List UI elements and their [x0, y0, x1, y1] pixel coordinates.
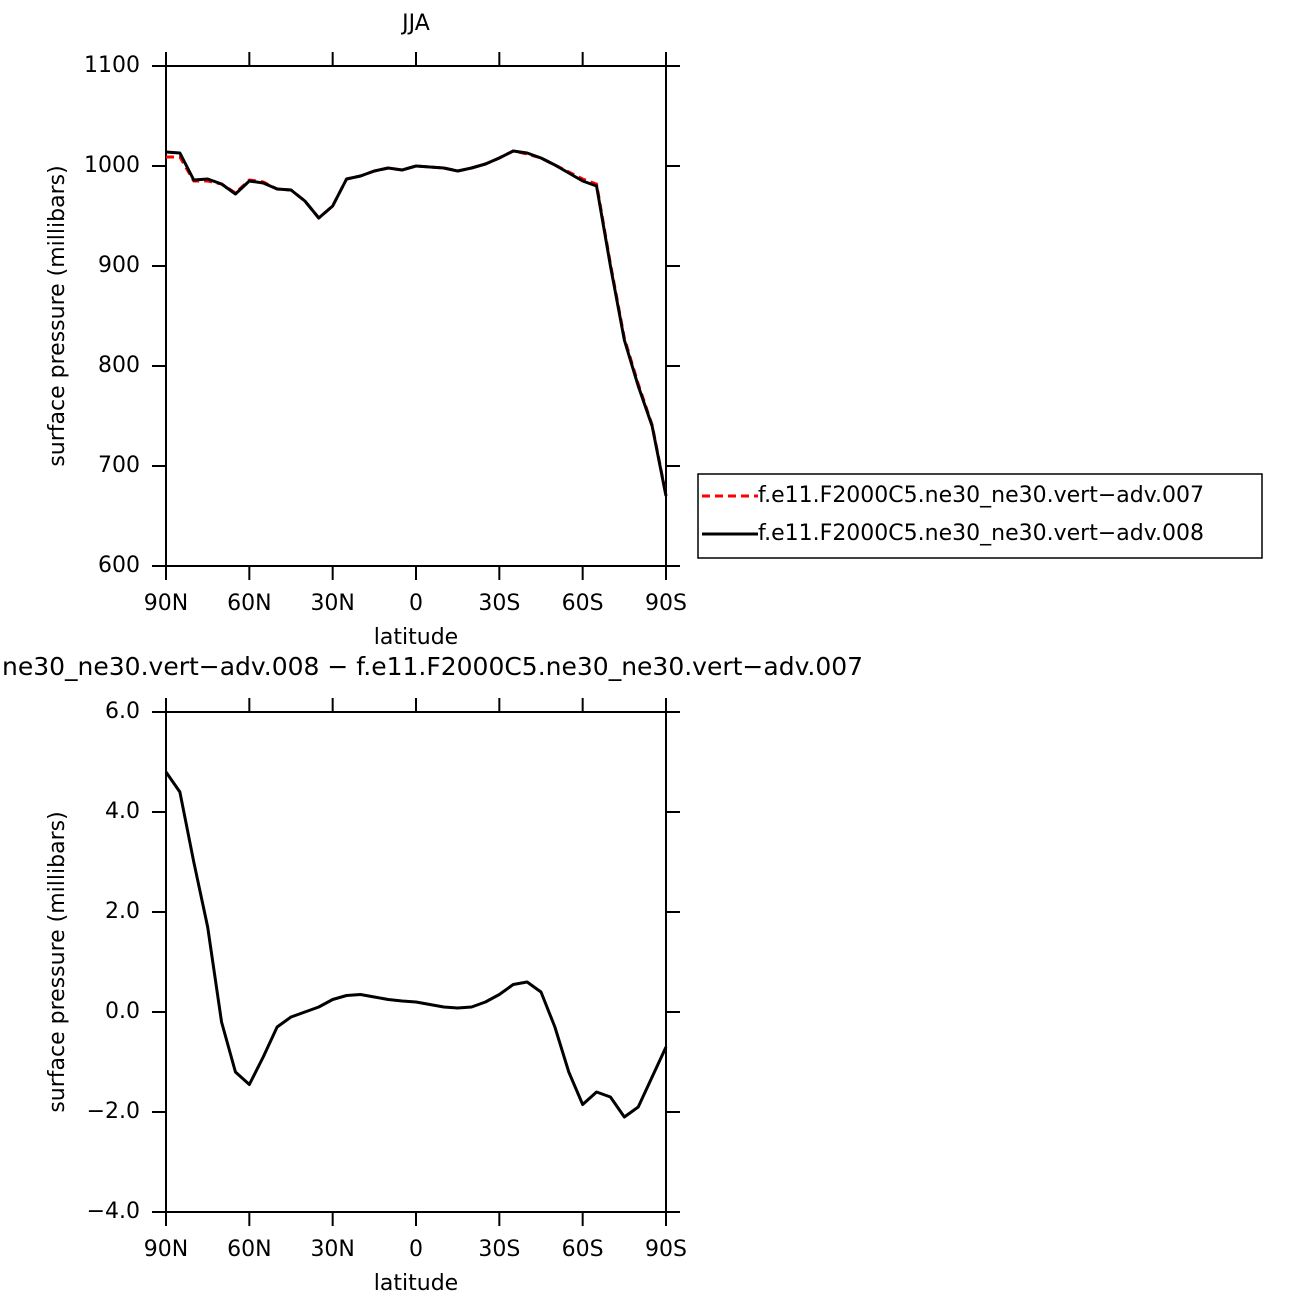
data-line	[164, 771, 668, 1119]
chart-title: JJA	[400, 11, 430, 36]
x-tick-label: 30S	[478, 591, 520, 616]
x-tick-label: 0	[409, 1237, 423, 1262]
x-tick-label: 90S	[645, 591, 687, 616]
y-tick-label: 700	[98, 453, 140, 478]
y-tick-label: 6.0	[105, 699, 140, 724]
legend-label: f.e11.F2000C5.ne30_ne30.vert−adv.008	[758, 521, 1204, 546]
x-tick-label: 90N	[144, 591, 188, 616]
chart-title: ne30_ne30.vert−adv.008 − f.e11.F2000C5.n…	[2, 652, 863, 681]
y-tick-label: 600	[98, 553, 140, 578]
y-tick-label: 2.0	[105, 899, 140, 924]
x-axis-label: latitude	[374, 625, 458, 650]
legend-label: f.e11.F2000C5.ne30_ne30.vert−adv.007	[758, 483, 1204, 508]
y-axis-label: surface pressure (millibars)	[45, 165, 70, 466]
y-axis-label: surface pressure (millibars)	[45, 811, 70, 1112]
y-tick-label: 800	[98, 353, 140, 378]
x-axis-label: latitude	[374, 1271, 458, 1296]
y-tick-label: 1000	[84, 153, 140, 178]
plot-frame	[165, 711, 667, 1213]
x-tick-label: 90S	[645, 1237, 687, 1262]
x-tick-label: 60S	[562, 591, 604, 616]
plot-frame	[165, 65, 667, 567]
legend-box	[697, 473, 1263, 559]
y-tick-label: −2.0	[87, 1099, 140, 1124]
x-tick-label: 30N	[310, 591, 354, 616]
x-tick-label: 60S	[562, 1237, 604, 1262]
y-tick-label: 0.0	[105, 999, 140, 1024]
x-tick-label: 30S	[478, 1237, 520, 1262]
x-tick-label: 30N	[310, 1237, 354, 1262]
x-tick-label: 60N	[227, 1237, 271, 1262]
y-tick-label: −4.0	[87, 1199, 140, 1224]
x-tick-label: 60N	[227, 591, 271, 616]
data-line	[165, 149, 668, 497]
data-line	[166, 149, 668, 496]
y-tick-label: 4.0	[105, 799, 140, 824]
x-tick-label: 0	[409, 591, 423, 616]
y-tick-label: 900	[98, 253, 140, 278]
y-tick-label: 1100	[84, 53, 140, 78]
x-tick-label: 90N	[144, 1237, 188, 1262]
